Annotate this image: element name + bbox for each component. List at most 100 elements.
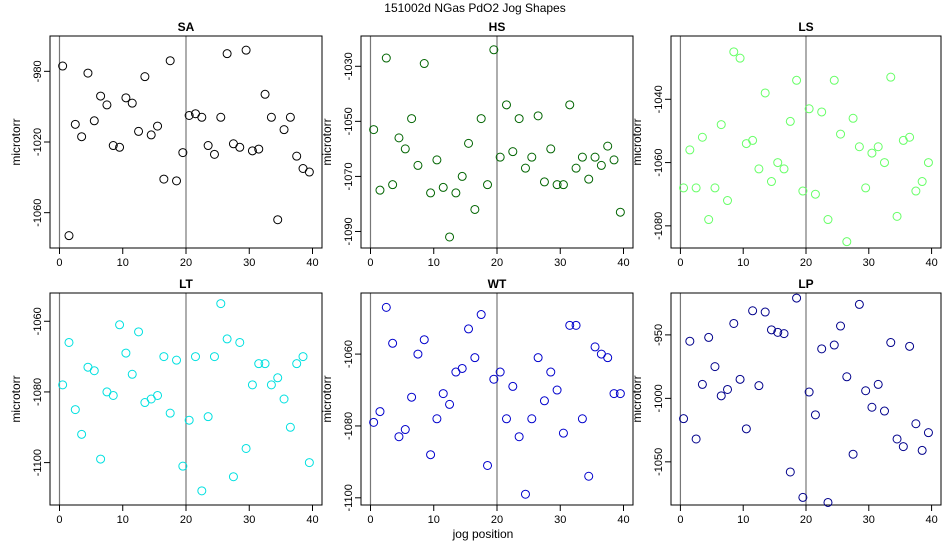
y-tick-label: -1080 [343,412,355,440]
data-point [723,384,733,394]
data-point [400,144,410,154]
panel-sa: SA 0 10 20 30 40 -980 -1020 -1060 microtorr [9,20,323,269]
data-point [798,492,808,502]
x-tick-label: 20 [180,514,192,526]
data-point [792,293,802,303]
data-point [691,434,701,444]
data-point [292,359,302,369]
data-point [216,112,226,122]
data-point [83,68,93,78]
y-axis-label: microtorr [630,375,644,422]
data-point [445,399,455,409]
panel-lt: LT 0 10 20 30 40 -1060 -1080 -1100 microtorr [9,277,323,526]
data-point [527,414,537,424]
data-point [292,151,302,161]
y-tick-label: -980 [32,60,44,82]
data-point [279,394,289,404]
data-point [407,392,417,402]
data-point [766,325,776,335]
y-tick-label: -1030 [343,52,355,80]
panel-title: HS [489,20,506,34]
x-tick-label: 40 [617,514,629,526]
x-tick-label: 30 [554,514,566,526]
data-point [514,432,524,442]
data-point [140,72,150,82]
data-point [685,336,695,346]
data-point [165,56,175,66]
panel-title: WT [488,277,507,291]
data-point [854,299,864,309]
data-point [565,320,575,330]
data-point [172,176,182,186]
data-point [584,471,594,481]
data-point [394,133,404,143]
data-point [153,121,163,131]
data-point [898,442,908,452]
panel-ls: LS 0 10 20 30 40 -1040 -1060 -1080 microtorr [630,20,942,269]
data-point [134,126,144,136]
data-point [609,389,619,399]
data-point [508,381,518,391]
y-tick-label: -1060 [653,148,665,176]
data-point [127,369,137,379]
data-point [285,422,295,432]
y-tick-label: -1100 [32,449,44,476]
data-point [70,119,80,129]
data-point [247,380,257,390]
data-point [172,355,182,365]
data-point [115,142,125,152]
data-point [520,489,530,499]
data-point [804,387,814,397]
data-point [823,497,833,507]
data-point [216,299,226,309]
data-point [552,180,562,190]
x-tick-label: 40 [306,514,318,526]
data-point [546,367,556,377]
x-tick-label: 40 [925,514,937,526]
data-point [70,405,80,415]
data-point [848,113,858,123]
data-point [886,338,896,348]
data-point [735,53,745,63]
y-tick-label: -1050 [653,448,665,476]
x-tick-label: 30 [243,514,255,526]
data-point [810,410,820,420]
figure-title: 151002d NGas PdO2 Jog Shapes [384,1,565,15]
data-point [159,352,169,362]
data-point [848,449,858,459]
data-point [533,353,543,363]
data-point [235,337,245,347]
x-tick-label: 0 [56,257,62,269]
data-point [197,112,207,122]
data-point [369,125,379,135]
x-tick-label: 0 [56,514,62,526]
y-tick-label: -1060 [32,199,44,227]
data-point [729,47,739,57]
data-point [235,142,245,152]
x-tick-label: 0 [677,514,683,526]
data-point [905,341,915,351]
data-point [197,486,207,496]
data-point [842,372,852,382]
y-tick-label: -1080 [32,378,44,406]
data-point [184,111,194,120]
panel-title: LS [798,20,813,34]
data-point [501,100,511,110]
panel-wt: WT 0 10 20 30 40 -1060 -1080 -1100 microtorr [320,277,634,526]
data-point [508,147,518,157]
data-point [273,215,283,225]
data-point [190,352,200,362]
data-point [571,320,581,330]
data-point [476,310,486,320]
data-point [77,429,87,439]
data-point [489,374,499,384]
data-point [854,142,864,152]
data-point [260,89,270,99]
data-point [716,391,726,401]
data-point [470,204,480,214]
data-point [432,414,442,424]
data-point [464,324,474,334]
x-tick-label: 30 [863,514,875,526]
data-point [121,348,131,358]
